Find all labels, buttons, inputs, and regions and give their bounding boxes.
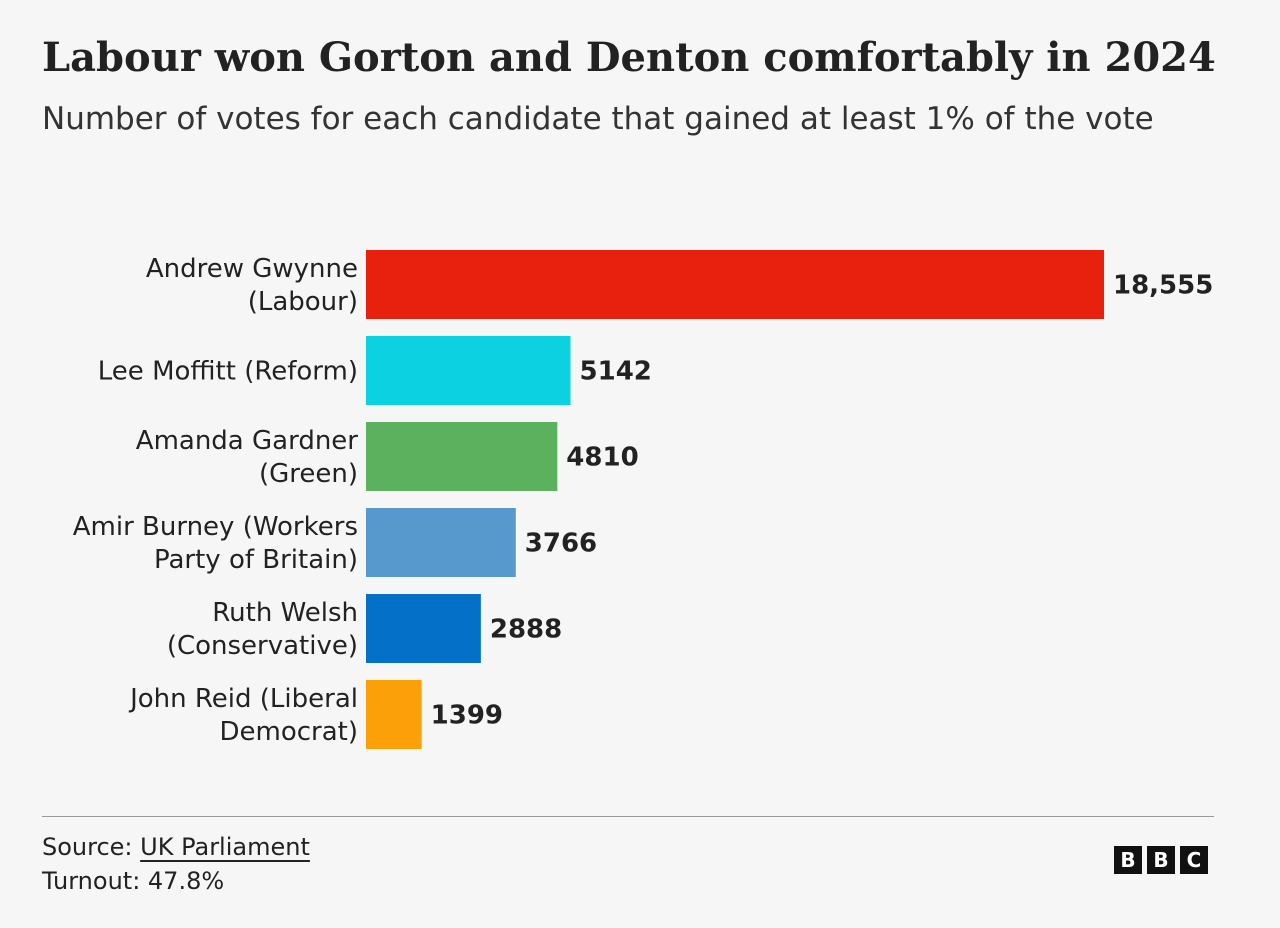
- category-label-line: Lee Moffitt (Reform): [98, 357, 358, 387]
- source-line: Source: UK Parliament: [42, 830, 310, 864]
- value-label: 4810: [566, 443, 638, 473]
- bar-4: [366, 594, 481, 663]
- bbc-logo-letter: B: [1114, 846, 1142, 874]
- bar-2: [366, 422, 558, 491]
- bar-chart: Andrew Gwynne (Labour) 18,555 Lee Moffitt (…: [73, 250, 1213, 749]
- chart-subtitle: Number of votes for each candidate that …: [42, 101, 1154, 137]
- value-label: 5142: [580, 357, 652, 387]
- category-label: Amanda Gardner (Green): [136, 426, 359, 489]
- bbc-logo-letter: B: [1147, 846, 1175, 874]
- category-label-line: Party of Britain): [154, 545, 358, 575]
- footer-divider: [42, 816, 1214, 817]
- bar-0: [366, 250, 1104, 319]
- chart-title: Labour won Gorton and Denton comfortably…: [42, 34, 1216, 81]
- category-label-line: Ruth Welsh: [212, 598, 358, 628]
- category-label-line: (Labour): [248, 287, 358, 317]
- value-label: 3766: [525, 529, 597, 559]
- category-label-line: Andrew Gwynne: [146, 254, 358, 284]
- value-label: 2888: [490, 615, 562, 645]
- category-label-line: Amir Burney (Workers: [73, 512, 358, 542]
- source-link[interactable]: UK Parliament: [140, 833, 310, 861]
- source-prefix: Source:: [42, 833, 141, 861]
- bar-1: [366, 336, 571, 405]
- value-label: 1399: [431, 701, 503, 731]
- category-label-line: (Conservative): [167, 631, 358, 661]
- bar-5: [366, 680, 422, 749]
- bar-3: [366, 508, 516, 577]
- category-label-line: (Green): [259, 459, 358, 489]
- category-label-line: Amanda Gardner: [136, 426, 359, 456]
- category-label: John Reid (Liberal Democrat): [128, 684, 358, 747]
- category-label: Amir Burney (Workers Party of Britain): [73, 512, 358, 575]
- category-label: Ruth Welsh (Conservative): [167, 598, 358, 661]
- value-label: 18,555: [1113, 271, 1213, 301]
- category-label-line: John Reid (Liberal: [128, 684, 358, 714]
- bbc-logo-letter: C: [1180, 846, 1208, 874]
- category-label-line: Democrat): [219, 717, 358, 747]
- turnout-text: Turnout: 47.8%: [42, 867, 225, 895]
- category-label: Andrew Gwynne (Labour): [146, 254, 358, 317]
- bbc-logo: B B C: [1114, 846, 1208, 874]
- footer: Source: UK Parliament Turnout: 47.8%: [42, 830, 310, 898]
- category-label: Lee Moffitt (Reform): [98, 357, 358, 387]
